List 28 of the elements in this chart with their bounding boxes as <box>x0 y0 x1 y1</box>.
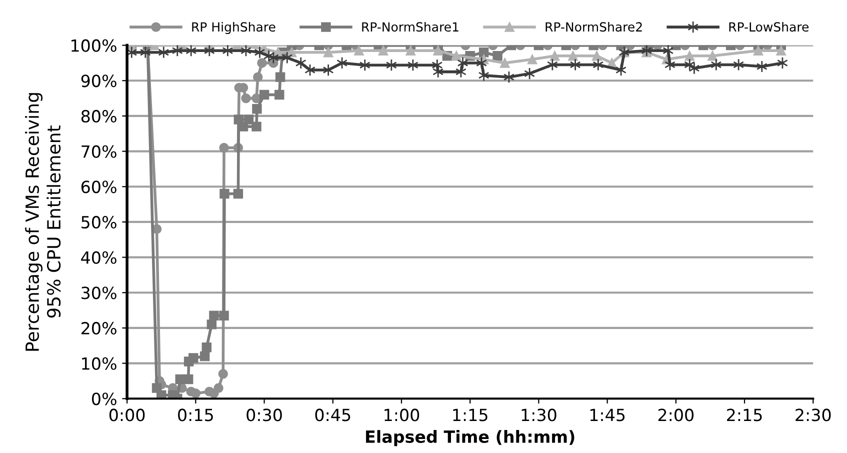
y-axis-title: Percentage of VMs Receiving 95% CPU Entitlement <box>25 93 61 351</box>
y-tick-label: 80% <box>81 110 116 123</box>
x-tick-label: 1:00 <box>384 408 420 422</box>
legend-label: RP HighShare <box>192 22 276 34</box>
x-tick-label: 1:30 <box>522 408 556 422</box>
x-tick-label: 2:00 <box>658 408 694 422</box>
y-tick-label: 40% <box>81 251 116 264</box>
x-tick-label: 1:45 <box>590 408 625 422</box>
y-tick-label: 30% <box>82 286 116 300</box>
y-tick-label: 60% <box>81 180 116 194</box>
y-tick-label: 100% <box>72 39 116 52</box>
y-tick-label: 0% <box>92 392 116 406</box>
legend-label: RP-NormShare1 <box>362 22 458 32</box>
y-tick-label: 10% <box>82 357 116 370</box>
x-tick-label: 2:15 <box>727 408 762 422</box>
x-tick-label: 0:45 <box>315 408 350 422</box>
y-tick-label: 70% <box>82 145 116 158</box>
x-tick-label: 1:15 <box>453 408 488 422</box>
x-axis-title: Elapsed Time (hh:mm) <box>366 430 574 446</box>
x-tick-label: 0:00 <box>109 408 145 422</box>
x-tick-label: 0:15 <box>178 408 213 422</box>
y-tick-label: 50% <box>82 216 116 229</box>
x-tick-label: 0:30 <box>246 408 282 422</box>
y-tick-label: 20% <box>82 322 116 335</box>
x-tick-label: 2:30 <box>796 408 831 422</box>
legend-label: RP-LowShare <box>729 22 809 32</box>
y-tick-label: 90% <box>81 74 116 88</box>
legend-label: RP-NormShare2 <box>546 22 642 32</box>
